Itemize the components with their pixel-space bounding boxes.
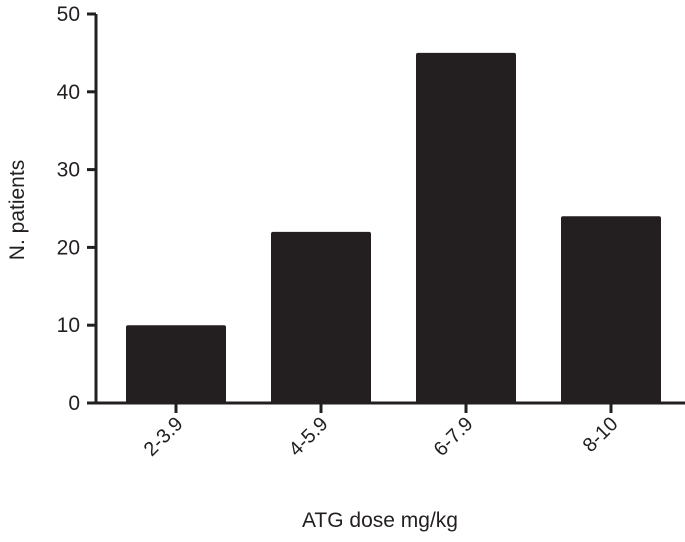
bars [126,52,661,404]
y-axis: 0 10 20 30 40 50 [57,3,98,415]
x-tick-label: 4-5.9 [285,413,333,461]
x-tick-label: 6-7.9 [430,413,478,461]
bar-4-5.9 [271,231,371,403]
x-axis: 2-3.9 4-5.9 6-7.9 8-10 [96,401,685,461]
x-tick-label: 2-3.9 [140,413,188,461]
x-tick-label: 8-10 [579,413,623,457]
y-tick-label: 40 [57,81,80,104]
x-axis-label: ATG dose mg/kg [302,509,458,532]
y-axis-label: N. patients [6,160,29,260]
y-tick-label: 30 [57,159,80,182]
bar-6-7.9 [416,52,516,404]
y-tick-label: 0 [68,392,80,415]
y-tick-label: 50 [57,3,80,26]
y-tick-label: 10 [57,314,80,337]
bar-2-3.9 [126,325,226,403]
y-tick-label: 20 [57,236,80,259]
bar-8-10 [561,216,661,403]
